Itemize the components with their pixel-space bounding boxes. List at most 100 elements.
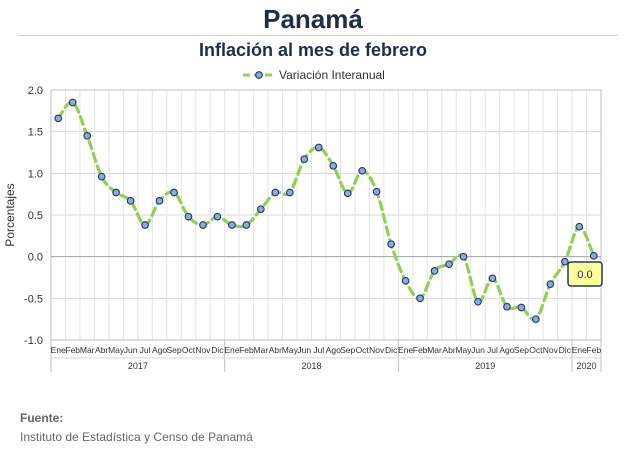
series-markers <box>54 98 598 324</box>
x-tick-label: Ago <box>152 345 167 355</box>
x-tick-label: Feb <box>586 345 601 355</box>
x-tick-label: Sep <box>340 345 355 355</box>
y-axis-label: Porcentajes <box>3 183 17 246</box>
y-tick-label: -0.5 <box>24 293 43 305</box>
data-point <box>242 221 251 229</box>
data-point <box>271 188 280 197</box>
year-label: 2017 <box>128 361 148 371</box>
x-tick-label: Abr <box>442 345 455 355</box>
data-point <box>517 303 526 312</box>
year-label: 2018 <box>302 361 322 371</box>
y-tick-label: 1.5 <box>28 127 43 139</box>
data-point <box>401 276 410 285</box>
grid-lines <box>51 89 601 341</box>
x-tick-label: Feb <box>65 345 80 355</box>
annotation-label: 0.0 <box>577 269 592 281</box>
annotation-box <box>567 261 603 287</box>
title-divider <box>18 35 618 36</box>
data-point <box>575 222 584 231</box>
x-tick-label: Jun <box>297 345 311 355</box>
x-tick-label: Nov <box>195 345 211 355</box>
data-point <box>358 166 367 175</box>
data-point <box>155 196 164 205</box>
x-tick-label: Nov <box>543 345 559 355</box>
chart-subtitle: Inflación al mes de febrero <box>198 40 428 60</box>
data-point <box>300 155 309 164</box>
data-point <box>474 297 482 306</box>
data-point <box>532 315 540 324</box>
chart-title: Panamá <box>263 4 363 34</box>
data-point <box>285 188 294 197</box>
data-point <box>184 212 193 221</box>
x-tick-label: Nov <box>369 345 385 355</box>
data-point <box>459 252 468 261</box>
data-point <box>213 212 222 221</box>
data-point <box>503 302 511 311</box>
data-point <box>343 189 352 198</box>
data-point <box>416 294 424 303</box>
data-point <box>387 240 395 249</box>
x-tick-label: Dic <box>385 345 398 355</box>
y-tick-label: -1.0 <box>24 335 43 347</box>
data-point <box>589 251 598 260</box>
data-point <box>488 274 497 283</box>
x-tick-label: Dic <box>559 345 572 355</box>
data-point <box>445 260 453 269</box>
source-label: Fuente: <box>20 411 64 425</box>
x-tick-label: Jun <box>471 345 485 355</box>
x-tick-label: Mar <box>427 345 442 355</box>
data-point <box>170 188 178 197</box>
y-tick-label: 0.5 <box>28 210 43 222</box>
source-text: Instituto de Estadística y Censo de Pana… <box>20 430 253 444</box>
x-tick-label: Oct <box>529 345 543 355</box>
data-point <box>228 221 236 229</box>
x-tick-label: Oct <box>356 345 370 355</box>
data-point <box>430 266 439 275</box>
x-tick-label: Jun <box>124 345 138 355</box>
legend: Variación Interanual <box>243 68 385 82</box>
annotation: 0.0 <box>567 261 603 287</box>
plot-border <box>50 89 602 341</box>
x-tick-label: May <box>282 345 299 355</box>
y-tick-label: 0.0 <box>28 252 43 264</box>
x-tick-label: Ago <box>326 345 341 355</box>
x-tick-label: May <box>108 345 125 355</box>
x-tick-label: Ago <box>499 345 514 355</box>
data-point <box>54 114 63 123</box>
data-point <box>112 188 120 197</box>
data-point <box>97 172 106 181</box>
x-tick-label: Feb <box>239 345 254 355</box>
y-tick-label: 2.0 <box>28 85 43 97</box>
x-tick-label: Mar <box>80 345 95 355</box>
year-label: 2019 <box>475 361 495 371</box>
data-point <box>372 187 381 196</box>
x-tick-label: Ene <box>224 345 239 355</box>
legend-label: Variación Interanual <box>279 68 385 82</box>
x-tick-label: Abr <box>95 345 108 355</box>
y-tick-label: 1.0 <box>28 168 43 180</box>
data-point <box>329 161 338 170</box>
data-point <box>141 221 149 229</box>
legend-marker <box>255 71 263 79</box>
x-tick-label: Oct <box>182 345 196 355</box>
x-tick-label: Sep <box>166 345 181 355</box>
x-tick-label: Feb <box>413 345 428 355</box>
x-tick-label: Abr <box>269 345 282 355</box>
axes <box>50 89 602 372</box>
data-point <box>546 280 555 289</box>
data-point <box>199 221 207 229</box>
data-point <box>68 98 77 107</box>
year-label: 2020 <box>577 361 597 371</box>
x-tick-label: Jul <box>487 345 498 355</box>
x-tick-label: Mar <box>254 345 269 355</box>
x-tick-label: Jul <box>140 345 151 355</box>
data-point <box>83 131 92 140</box>
x-tick-label: Jul <box>313 345 324 355</box>
data-point <box>560 257 569 266</box>
x-tick-label: Dic <box>211 345 224 355</box>
data-point <box>126 196 135 205</box>
x-tick-label: Ene <box>398 345 413 355</box>
x-tick-label: Sep <box>514 345 529 355</box>
